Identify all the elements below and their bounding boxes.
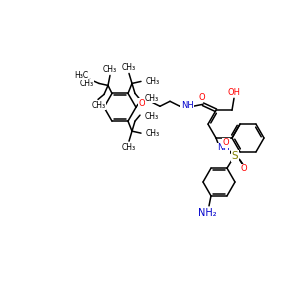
Text: CH₃: CH₃ bbox=[122, 142, 136, 152]
Text: CH₃: CH₃ bbox=[92, 101, 106, 110]
Text: O: O bbox=[223, 139, 229, 148]
Text: CH₃: CH₃ bbox=[122, 63, 136, 72]
Text: CH₃: CH₃ bbox=[146, 129, 160, 138]
Text: H₃C: H₃C bbox=[74, 71, 88, 80]
Text: O: O bbox=[139, 99, 145, 108]
Text: CH₃: CH₃ bbox=[146, 77, 160, 86]
Text: O: O bbox=[199, 93, 205, 102]
Text: CH₃: CH₃ bbox=[145, 94, 159, 103]
Text: NH: NH bbox=[217, 143, 230, 152]
Text: CH₃: CH₃ bbox=[145, 112, 159, 121]
Text: NH₂: NH₂ bbox=[198, 208, 216, 218]
Text: O: O bbox=[241, 164, 247, 173]
Text: CH₃: CH₃ bbox=[80, 79, 94, 88]
Text: S: S bbox=[232, 151, 238, 161]
Text: CH₃: CH₃ bbox=[103, 65, 117, 74]
Text: NH: NH bbox=[181, 101, 194, 110]
Text: OH: OH bbox=[227, 88, 241, 97]
